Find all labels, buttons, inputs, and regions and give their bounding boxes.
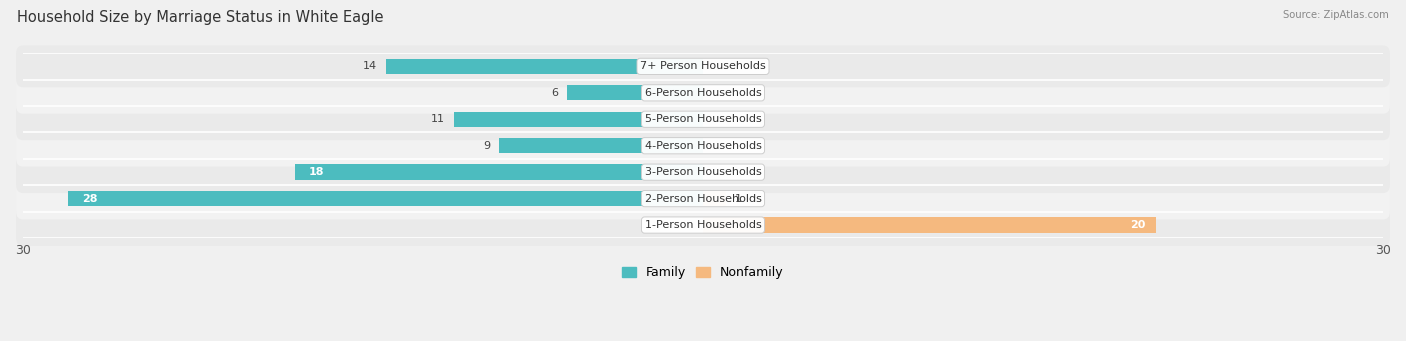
FancyBboxPatch shape: [15, 125, 1391, 167]
Text: 18: 18: [308, 167, 323, 177]
Text: 4-Person Households: 4-Person Households: [644, 141, 762, 151]
FancyBboxPatch shape: [15, 72, 1391, 114]
Text: Household Size by Marriage Status in White Eagle: Household Size by Marriage Status in Whi…: [17, 10, 384, 25]
FancyBboxPatch shape: [15, 178, 1391, 220]
FancyBboxPatch shape: [15, 98, 1391, 140]
Text: 2-Person Households: 2-Person Households: [644, 194, 762, 204]
FancyBboxPatch shape: [15, 45, 1391, 87]
Text: 3-Person Households: 3-Person Households: [644, 167, 762, 177]
Bar: [295, 164, 703, 180]
Text: 6: 6: [551, 88, 558, 98]
Text: 6-Person Households: 6-Person Households: [644, 88, 762, 98]
Text: Source: ZipAtlas.com: Source: ZipAtlas.com: [1284, 10, 1389, 20]
Text: 14: 14: [363, 61, 377, 71]
Bar: [703, 217, 1156, 233]
Text: 7+ Person Households: 7+ Person Households: [640, 61, 766, 71]
Text: 11: 11: [430, 114, 444, 124]
Text: 9: 9: [482, 141, 489, 151]
FancyBboxPatch shape: [15, 151, 1391, 193]
Legend: Family, Nonfamily: Family, Nonfamily: [617, 261, 789, 284]
Text: 5-Person Households: 5-Person Households: [644, 114, 762, 124]
Bar: [499, 138, 703, 153]
Bar: [69, 191, 703, 206]
Text: 20: 20: [1129, 220, 1144, 230]
Text: 1-Person Households: 1-Person Households: [644, 220, 762, 230]
Bar: [703, 191, 725, 206]
Text: 1: 1: [735, 194, 742, 204]
Bar: [385, 59, 703, 74]
FancyBboxPatch shape: [15, 204, 1391, 246]
Bar: [567, 85, 703, 101]
Text: 28: 28: [82, 194, 97, 204]
Bar: [454, 112, 703, 127]
